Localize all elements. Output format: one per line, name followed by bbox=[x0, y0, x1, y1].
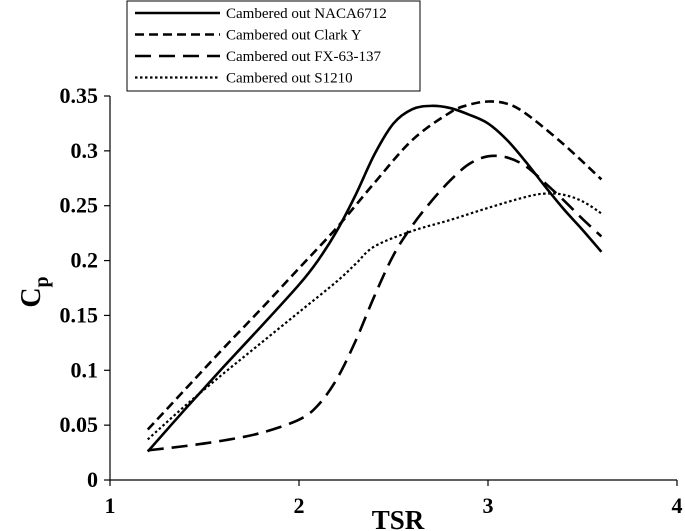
series-line-4 bbox=[147, 192, 602, 441]
series-line-2 bbox=[146, 100, 603, 431]
y-tick-label: 0.25 bbox=[60, 193, 99, 218]
y-axis-ticks: 0 0.05 0.1 0.15 0.2 0.25 0.3 0.35 bbox=[60, 83, 110, 492]
y-tick-label: 0.3 bbox=[71, 138, 99, 163]
x-tick-label: 2 bbox=[294, 493, 305, 518]
y-tick-label: 0.2 bbox=[71, 248, 99, 273]
x-tick-label: 4 bbox=[672, 493, 683, 518]
legend-label-3: Cambered out FX-63-137 bbox=[226, 49, 381, 65]
legend-label-4: Cambered out S1210 bbox=[226, 71, 353, 87]
y-axis-title: Cp bbox=[16, 276, 53, 307]
y-tick-label: 0 bbox=[87, 467, 98, 492]
series-line-1 bbox=[146, 104, 603, 453]
x-axis-ticks: 1 2 3 4 bbox=[105, 480, 683, 518]
y-axis-title-subscript: p bbox=[31, 276, 53, 287]
series-layer bbox=[146, 100, 603, 453]
legend: Cambered out NACA6712 Cambered out Clark … bbox=[126, 0, 421, 92]
y-tick-label: 0.1 bbox=[71, 357, 99, 382]
series-line-3 bbox=[147, 154, 603, 452]
y-tick-label: 0.05 bbox=[60, 412, 99, 437]
x-tick-label: 3 bbox=[483, 493, 494, 518]
legend-label-2: Cambered out Clark Y bbox=[226, 28, 362, 44]
y-tick-label: 0.35 bbox=[60, 83, 99, 108]
legend-label-1: Cambered out NACA6712 bbox=[226, 6, 387, 22]
x-tick-label: 1 bbox=[105, 493, 116, 518]
y-tick-label: 0.15 bbox=[60, 302, 99, 327]
x-axis-title: TSR bbox=[372, 505, 425, 531]
legend-box bbox=[126, 0, 421, 92]
y-axis-title-main: C bbox=[16, 287, 47, 307]
